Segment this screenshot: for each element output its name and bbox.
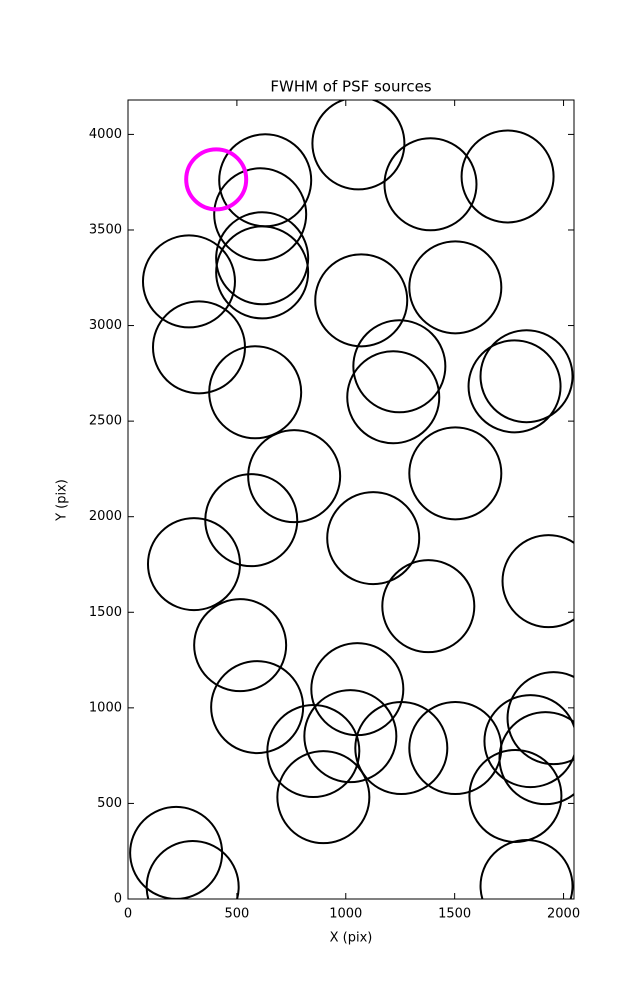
source-marker — [346, 350, 441, 445]
source-marker — [352, 319, 447, 414]
y-tick-label: 3500 — [89, 222, 122, 237]
y-tick-label: 4000 — [89, 127, 122, 142]
y-tick-label: 1500 — [89, 605, 122, 620]
source-marker — [479, 329, 574, 424]
source-marker — [498, 711, 574, 806]
source-marker — [467, 339, 562, 434]
source-marker — [213, 167, 308, 262]
plot-frame — [127, 99, 575, 900]
source-marker — [215, 225, 310, 320]
y-tick-label: 2500 — [89, 414, 122, 429]
source-marker — [383, 137, 478, 232]
source-marker — [381, 559, 476, 654]
source-marker — [479, 839, 574, 899]
source-marker — [208, 345, 303, 440]
source-marker — [408, 240, 503, 335]
y-axis-label: Y (pix) — [55, 479, 70, 522]
x-tick-label: 1000 — [329, 907, 362, 922]
source-marker — [247, 429, 342, 524]
source-marker — [506, 671, 574, 766]
chart-title: FWHM of PSF sources — [270, 78, 431, 96]
highlight-marker — [184, 147, 249, 212]
source-marker — [314, 253, 409, 348]
x-axis-label: X (pix) — [330, 931, 373, 946]
x-tick-label: 1500 — [438, 907, 471, 922]
source-marker — [145, 839, 240, 899]
source-marker — [354, 700, 449, 795]
source-marker — [501, 534, 574, 629]
source-marker — [193, 598, 288, 693]
source-marker — [303, 689, 398, 784]
source-marker — [266, 704, 361, 799]
source-marker — [215, 211, 310, 306]
y-tick-label: 0 — [114, 892, 122, 907]
source-marker — [460, 129, 555, 224]
x-tick-label: 500 — [224, 907, 249, 922]
plot-area — [129, 100, 574, 899]
x-tick-label: 0 — [124, 907, 132, 922]
y-tick-label: 500 — [97, 796, 122, 811]
y-tick-label: 3000 — [89, 318, 122, 333]
source-marker — [408, 426, 503, 521]
source-marker — [146, 517, 241, 612]
source-marker — [276, 750, 371, 845]
x-tick-label: 2000 — [547, 907, 580, 922]
y-tick-label: 2000 — [89, 509, 122, 524]
source-marker — [311, 100, 406, 191]
source-marker — [326, 491, 421, 586]
y-tick-label: 1000 — [89, 700, 122, 715]
source-marker — [141, 234, 236, 329]
source-marker — [483, 694, 574, 789]
